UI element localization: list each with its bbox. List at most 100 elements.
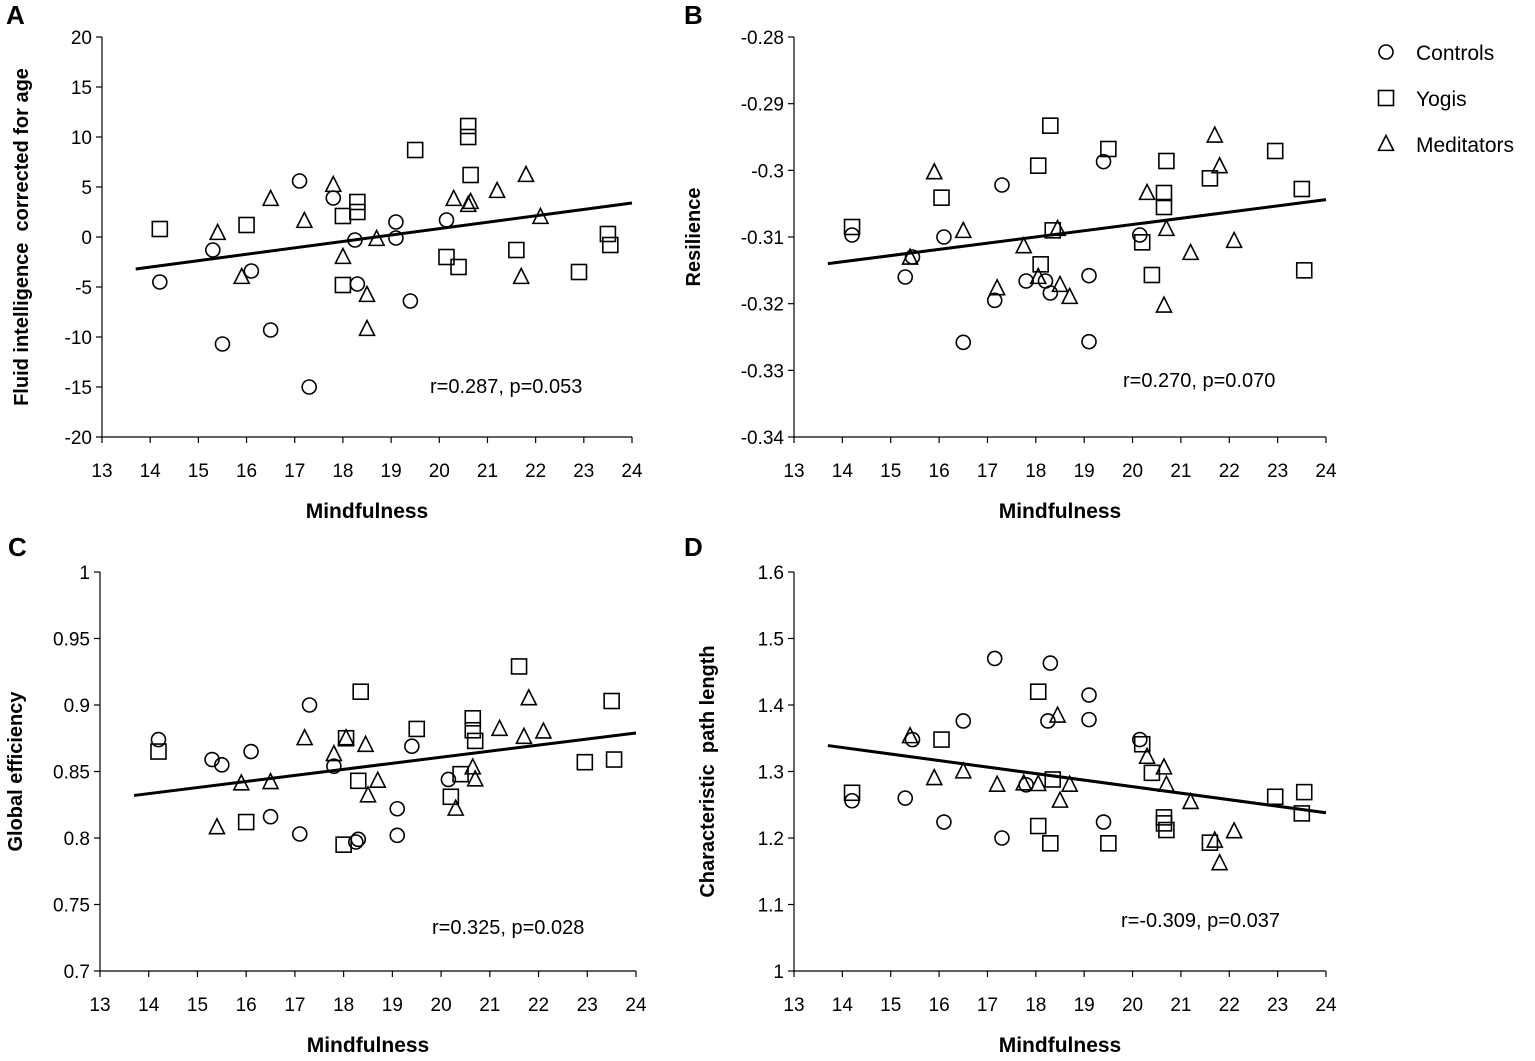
panel-letter: C xyxy=(8,532,27,562)
data-point-yogis xyxy=(1133,735,1151,753)
data-point-controls xyxy=(904,731,921,748)
data-point-meditators xyxy=(295,210,314,229)
data-point-controls xyxy=(301,697,318,713)
data-point-yogis xyxy=(510,658,528,675)
data-point-controls xyxy=(262,322,279,338)
x-tick-label: 24 xyxy=(1315,995,1337,1016)
data-point-yogis xyxy=(349,772,367,790)
data-point-meditators xyxy=(901,247,919,265)
series-controls xyxy=(844,650,1148,846)
y-tick-label: -0.32 xyxy=(741,295,784,316)
x-tick-label: 21 xyxy=(1170,995,1191,1016)
x-tick-label: 13 xyxy=(91,461,112,482)
data-point-meditators xyxy=(954,220,973,239)
data-point-meditators xyxy=(1138,746,1156,765)
data-point-controls xyxy=(936,814,952,830)
x-axis-label: Mindfulness xyxy=(999,1034,1122,1056)
x-tick-label: 13 xyxy=(89,995,110,1016)
data-point-controls xyxy=(402,293,419,309)
data-point-yogis xyxy=(1029,817,1047,835)
data-point-controls xyxy=(1042,655,1059,671)
data-point-controls xyxy=(291,826,308,842)
y-tick-label: 1.6 xyxy=(758,563,784,584)
data-point-meditators xyxy=(359,785,377,803)
series-yogis xyxy=(843,117,1313,284)
data-point-controls xyxy=(204,751,220,768)
data-point-controls xyxy=(1018,273,1034,289)
data-point-yogis xyxy=(1100,140,1117,158)
x-tick-label: 18 xyxy=(1025,995,1046,1016)
data-point-yogis xyxy=(408,720,426,738)
data-point-controls xyxy=(243,263,260,279)
data-point-meditators xyxy=(1210,852,1229,871)
legend: Controls Yogis Meditators xyxy=(1377,42,1514,157)
data-point-meditators xyxy=(444,188,463,207)
data-point-controls xyxy=(936,229,952,245)
regression-line xyxy=(135,201,633,271)
data-point-meditators xyxy=(1138,182,1156,201)
legend-item-yogis: Yogis xyxy=(1377,88,1467,111)
data-point-meditators xyxy=(1205,125,1224,143)
data-point-yogis xyxy=(843,784,861,802)
data-point-yogis xyxy=(459,128,477,146)
x-tick-label: 22 xyxy=(528,995,549,1016)
y-tick-label: 10 xyxy=(71,128,92,149)
data-point-yogis xyxy=(238,216,255,234)
data-point-meditators xyxy=(461,191,480,210)
panel-letter: D xyxy=(684,532,703,562)
x-tick-label: 18 xyxy=(332,461,353,482)
regression-line xyxy=(827,744,1327,815)
data-point-yogis xyxy=(334,276,352,294)
data-point-yogis xyxy=(1158,152,1175,170)
x-tick-label: 17 xyxy=(284,461,305,482)
data-point-meditators xyxy=(1210,156,1229,174)
y-tick-label: 5 xyxy=(81,178,92,199)
data-point-meditators xyxy=(324,174,343,193)
data-point-yogis xyxy=(352,683,369,701)
data-point-yogis xyxy=(464,709,482,727)
x-tick-label: 15 xyxy=(880,461,901,482)
data-point-yogis xyxy=(603,692,620,710)
x-tick-label: 15 xyxy=(188,461,209,482)
data-point-yogis xyxy=(442,788,460,806)
data-point-controls xyxy=(214,336,231,352)
x-tick-label: 14 xyxy=(832,461,854,482)
y-tick-label: -0.34 xyxy=(741,428,785,449)
data-point-meditators xyxy=(1157,218,1176,237)
data-point-controls xyxy=(986,292,1003,309)
data-point-meditators xyxy=(1205,830,1224,848)
x-tick-label: 24 xyxy=(625,995,647,1016)
data-point-meditators xyxy=(1155,295,1173,313)
data-point-controls xyxy=(152,274,168,290)
data-point-controls xyxy=(389,827,406,844)
data-point-controls xyxy=(291,173,308,189)
y-axis-label: Resilience xyxy=(683,188,705,287)
x-tick-label: 14 xyxy=(832,995,854,1016)
data-point-meditators xyxy=(1181,242,1200,261)
data-point-yogis xyxy=(1032,256,1049,273)
data-point-meditators xyxy=(988,774,1006,792)
data-point-controls xyxy=(325,190,342,206)
y-tick-label: -0.28 xyxy=(741,28,784,49)
data-point-meditators xyxy=(488,180,506,199)
data-point-yogis xyxy=(1201,834,1219,851)
x-tick-label: 19 xyxy=(382,995,403,1016)
y-tick-label: -0.33 xyxy=(741,361,784,382)
data-point-meditators xyxy=(490,718,509,737)
x-tick-label: 16 xyxy=(929,461,950,482)
data-point-yogis xyxy=(450,258,467,276)
x-tick-label: 24 xyxy=(1315,461,1337,482)
data-point-meditators xyxy=(520,688,538,706)
data-point-controls xyxy=(438,212,455,228)
data-point-yogis xyxy=(1266,142,1284,160)
x-tick-label: 17 xyxy=(977,995,998,1016)
data-point-yogis xyxy=(1158,821,1175,839)
y-tick-label: -15 xyxy=(65,378,92,399)
data-point-meditators xyxy=(1225,821,1243,839)
y-tick-label: 0.95 xyxy=(53,630,90,651)
y-tick-label: 1.3 xyxy=(758,763,784,784)
y-tick-label: 0 xyxy=(81,228,92,249)
data-point-controls xyxy=(994,177,1010,193)
y-tick-label: -0.31 xyxy=(741,228,784,249)
data-point-yogis xyxy=(1155,815,1173,832)
